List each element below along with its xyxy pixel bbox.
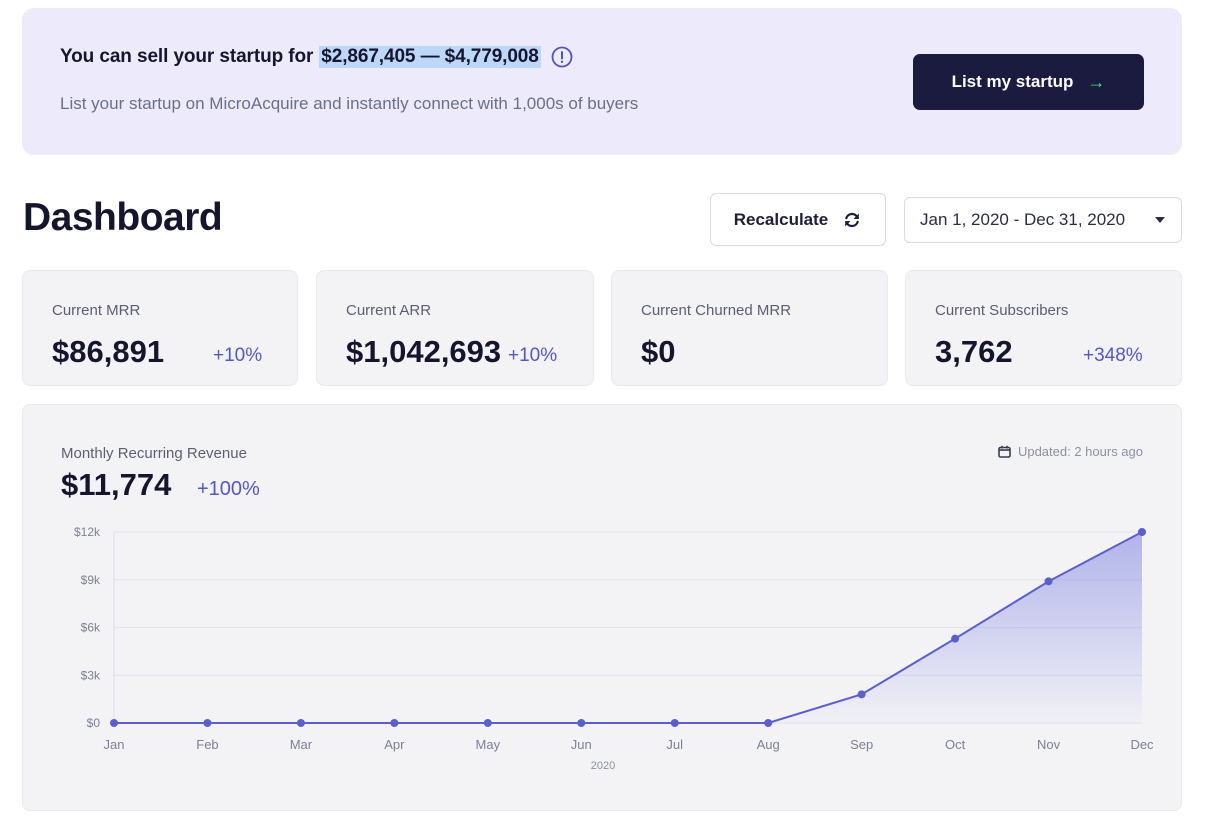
valuation-headline-prefix: You can sell your startup for bbox=[60, 46, 314, 67]
y-tick-label: $3k bbox=[81, 668, 101, 682]
x-tick-label: Sep bbox=[850, 737, 873, 752]
x-axis-label: 2020 bbox=[591, 760, 615, 772]
updated-timestamp: Updated: 2 hours ago bbox=[998, 444, 1143, 459]
data-point bbox=[1138, 528, 1146, 536]
x-tick-label: Feb bbox=[196, 737, 218, 752]
list-my-startup-button[interactable]: List my startup → bbox=[913, 54, 1144, 110]
valuation-range: $2,867,405 — $4,779,008 bbox=[319, 46, 541, 68]
data-point bbox=[764, 719, 773, 727]
stat-delta: +10% bbox=[508, 345, 558, 366]
y-tick-label: $0 bbox=[87, 716, 101, 730]
x-tick-label: Apr bbox=[384, 737, 405, 752]
x-tick-label: Jul bbox=[666, 737, 683, 752]
stat-card-mrr: Current MRR $86,891 +10% bbox=[22, 270, 298, 386]
stat-label: Current Subscribers bbox=[935, 302, 1069, 319]
stat-label: Current MRR bbox=[52, 302, 141, 319]
valuation-headline: You can sell your startup for $2,867,405… bbox=[60, 46, 573, 68]
stat-delta: +10% bbox=[213, 345, 263, 366]
data-point bbox=[110, 719, 118, 727]
stat-value: $0 bbox=[641, 334, 676, 369]
x-tick-label: Jun bbox=[571, 737, 592, 752]
data-point bbox=[483, 719, 492, 727]
x-tick-label: Aug bbox=[757, 737, 780, 752]
x-tick-label: May bbox=[476, 737, 501, 752]
refresh-icon bbox=[845, 212, 860, 227]
y-tick-label: $12k bbox=[74, 525, 101, 539]
stat-value: $86,891 bbox=[52, 334, 165, 369]
recalculate-label: Recalculate bbox=[733, 209, 829, 229]
mrr-chart: $0 $3k $6k $9k $12k Jan Feb Mar Apr May Jun Jul Aug S… bbox=[74, 525, 1154, 772]
valuation-banner: You can sell your startup for $2,867,405… bbox=[22, 8, 1182, 155]
mrr-chart-value: $11,774 bbox=[61, 467, 172, 502]
x-tick-label: Mar bbox=[290, 737, 313, 752]
data-point bbox=[857, 690, 866, 699]
date-range-select[interactable]: Jan 1, 2020 - Dec 31, 2020 bbox=[904, 197, 1182, 243]
mrr-chart-panel: Monthly Recurring Revenue $11,774 +100% … bbox=[22, 404, 1182, 811]
data-point bbox=[203, 719, 212, 727]
data-point bbox=[1044, 577, 1053, 586]
arrow-right-icon: → bbox=[1087, 71, 1106, 92]
page-title: Dashboard bbox=[23, 196, 223, 239]
mrr-chart-delta: +100% bbox=[197, 478, 260, 500]
stat-value: $1,042,693 bbox=[346, 334, 502, 369]
y-tick-label: $6k bbox=[81, 621, 101, 635]
chevron-down-icon bbox=[1155, 217, 1165, 223]
data-point bbox=[296, 719, 305, 727]
mrr-line bbox=[114, 531, 1143, 724]
stat-card-churned-mrr: Current Churned MRR $0 bbox=[611, 270, 888, 386]
x-tick-label: Oct bbox=[945, 737, 966, 752]
data-point bbox=[951, 634, 960, 643]
stat-value: 3,762 bbox=[935, 334, 1013, 369]
list-my-startup-label: List my startup bbox=[951, 72, 1074, 91]
mrr-chart-label: Monthly Recurring Revenue bbox=[61, 445, 247, 462]
stat-card-arr: Current ARR $1,042,693 +10% bbox=[316, 270, 594, 386]
updated-text: Updated: 2 hours ago bbox=[1017, 444, 1143, 459]
calendar-icon bbox=[998, 445, 1011, 458]
data-point bbox=[390, 719, 399, 727]
x-tick-label: Jan bbox=[104, 737, 125, 752]
recalculate-button[interactable]: Recalculate bbox=[710, 193, 886, 246]
info-circle-icon[interactable] bbox=[551, 46, 573, 68]
x-tick-label: Dec bbox=[1130, 737, 1154, 752]
banner-subtitle: List your startup on MicroAcquire and in… bbox=[60, 94, 639, 113]
x-tick-label: Nov bbox=[1037, 737, 1061, 752]
stat-label: Current ARR bbox=[346, 302, 432, 319]
mrr-area bbox=[114, 532, 1142, 723]
stat-delta: +348% bbox=[1083, 345, 1143, 366]
date-range-value: Jan 1, 2020 - Dec 31, 2020 bbox=[920, 210, 1126, 229]
y-tick-label: $9k bbox=[81, 573, 101, 587]
data-point bbox=[670, 719, 679, 727]
stat-label: Current Churned MRR bbox=[641, 302, 792, 319]
stat-card-subscribers: Current Subscribers 3,762 +348% bbox=[905, 270, 1182, 386]
data-point bbox=[577, 719, 586, 727]
